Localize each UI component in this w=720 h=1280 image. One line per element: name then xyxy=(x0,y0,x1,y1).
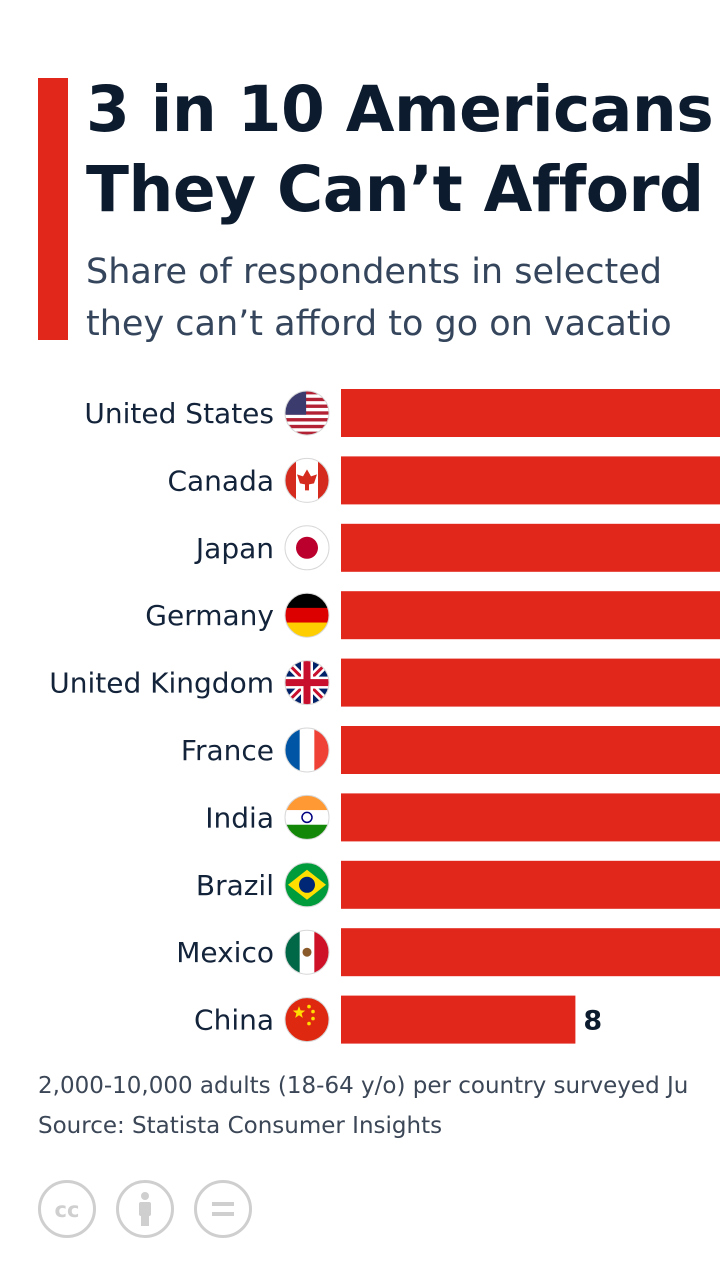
bar xyxy=(341,591,720,640)
nd-icon xyxy=(194,1180,252,1238)
chart-title: 3 in 10 Americans They Can’t Afford xyxy=(86,70,720,230)
canada-flag-icon xyxy=(284,457,330,503)
category-label: India xyxy=(205,801,274,834)
bar-chart: United States Canada Japan Germany United Ki… xyxy=(49,389,720,1044)
category-label: Canada xyxy=(167,464,274,497)
title-line-2: They Can’t Afford xyxy=(86,153,704,226)
bar xyxy=(341,793,720,842)
france-flag-icon xyxy=(284,727,330,773)
category-label: France xyxy=(181,734,274,767)
title-line-1: 3 in 10 Americans xyxy=(86,73,714,146)
category-label: Mexico xyxy=(176,936,274,969)
footnote: 2,000-10,000 adults (18-64 y/o) per coun… xyxy=(38,1066,720,1146)
brazil-flag-icon xyxy=(284,862,330,908)
cc-icon: cc xyxy=(38,1180,96,1238)
japan-flag-icon xyxy=(284,525,330,571)
germany-flag-icon xyxy=(284,592,330,638)
china-flag-icon xyxy=(284,997,330,1043)
subtitle-line-1: Share of respondents in selected xyxy=(86,252,662,292)
svg-text:cc: cc xyxy=(55,1198,80,1222)
bar xyxy=(341,995,576,1044)
data-label: 8 xyxy=(583,1006,602,1037)
india-flag-icon xyxy=(284,794,330,840)
bar xyxy=(341,658,720,707)
bar xyxy=(341,860,720,909)
category-label: Japan xyxy=(194,532,274,565)
category-label: China xyxy=(194,1004,274,1037)
accent-bar xyxy=(38,78,68,340)
chart-subtitle: Share of respondents in selected they ca… xyxy=(86,246,720,350)
bar xyxy=(341,523,720,572)
survey-note: 2,000-10,000 adults (18-64 y/o) per coun… xyxy=(38,1073,689,1099)
category-label: Germany xyxy=(145,599,274,632)
category-label: United States xyxy=(84,397,274,430)
subtitle-line-2: they can’t afford to go on vacatio xyxy=(86,304,672,344)
bar xyxy=(341,456,720,505)
source-note: Source: Statista Consumer Insights xyxy=(38,1113,443,1139)
bar xyxy=(341,389,720,437)
bar xyxy=(341,726,720,774)
category-label: Brazil xyxy=(196,869,274,902)
by-icon xyxy=(116,1180,174,1238)
us-flag-icon xyxy=(284,390,330,436)
uk-flag-icon xyxy=(284,660,330,706)
mexico-flag-icon xyxy=(284,929,330,975)
bar xyxy=(341,928,720,977)
category-label: United Kingdom xyxy=(49,667,274,700)
